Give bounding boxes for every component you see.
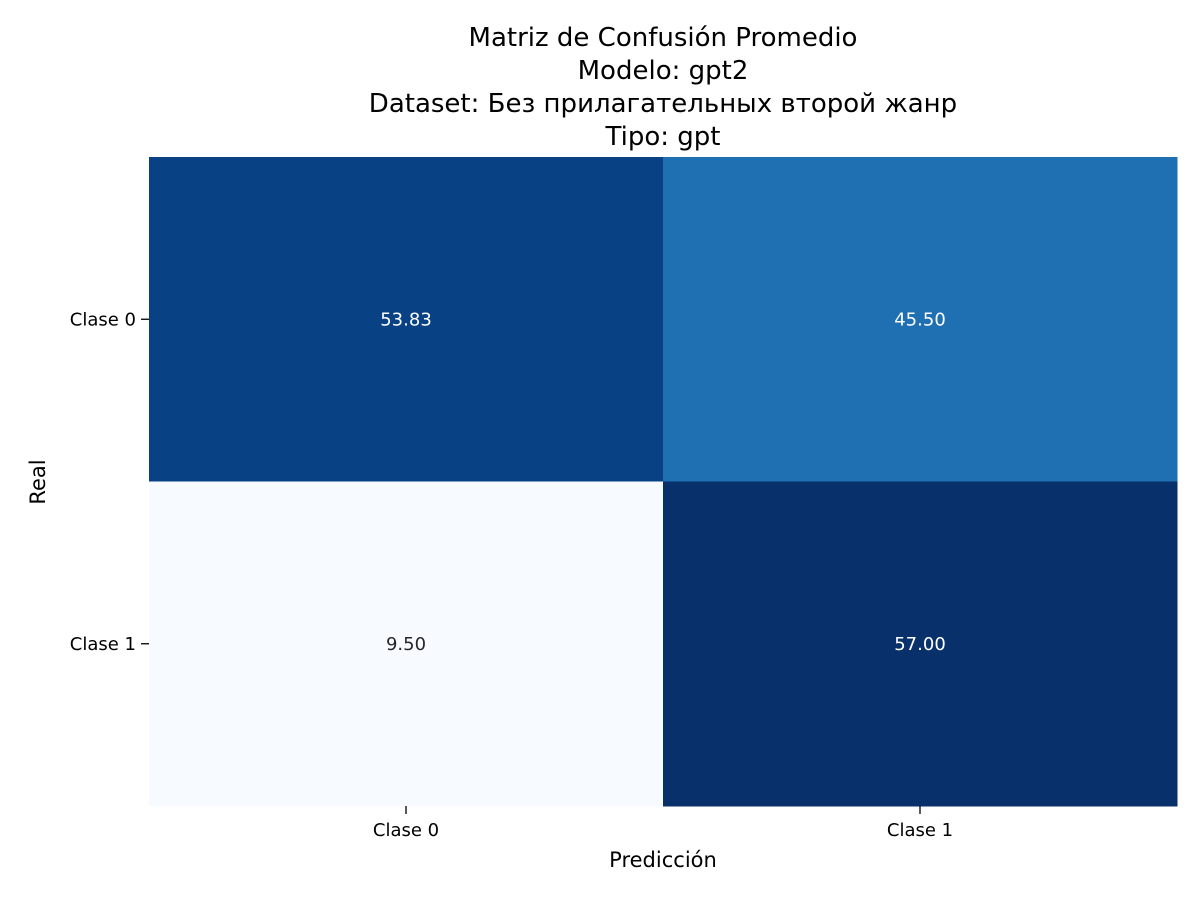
cell-value-label-r1-c0: 9.50 bbox=[386, 634, 426, 655]
title-line-1: Matriz de Confusión Promedio bbox=[469, 23, 858, 53]
y-axis-label: Real bbox=[26, 459, 50, 504]
cell-value-label-r1-c1: 57.00 bbox=[894, 634, 946, 655]
x-axis: Clase 0 Clase 1 bbox=[373, 806, 953, 841]
title-line-4: Tipo: gpt bbox=[605, 122, 721, 152]
title-line-2: Modelo: gpt2 bbox=[578, 56, 749, 86]
x-tick-label: Clase 0 bbox=[373, 820, 439, 841]
chart-title: Matriz de Confusión Promedio Modelo: gpt… bbox=[369, 23, 957, 152]
heatmap-cell-r0-c1 bbox=[663, 157, 1178, 482]
heatmap-cell-r0-c0 bbox=[149, 157, 664, 482]
cell-value-label-r0-c1: 45.50 bbox=[894, 309, 946, 330]
heatmap-cell-r1-c1 bbox=[663, 481, 1178, 807]
y-tick-label: Clase 0 bbox=[70, 309, 136, 330]
heatmap-cell-labels: 53.83 45.50 9.50 57.00 bbox=[380, 309, 946, 655]
heatmap-cell-r1-c0 bbox=[149, 481, 664, 807]
y-axis: Clase 0 Clase 1 bbox=[70, 309, 149, 655]
cell-value-label-r0-c0: 53.83 bbox=[380, 309, 432, 330]
x-axis-label: Predicción bbox=[609, 848, 717, 872]
y-tick-label: Clase 1 bbox=[70, 634, 136, 655]
heatmap-cells bbox=[149, 157, 1178, 807]
x-tick-label: Clase 1 bbox=[887, 820, 953, 841]
title-line-3: Dataset: Без прилагательных второй жанр bbox=[369, 89, 957, 119]
